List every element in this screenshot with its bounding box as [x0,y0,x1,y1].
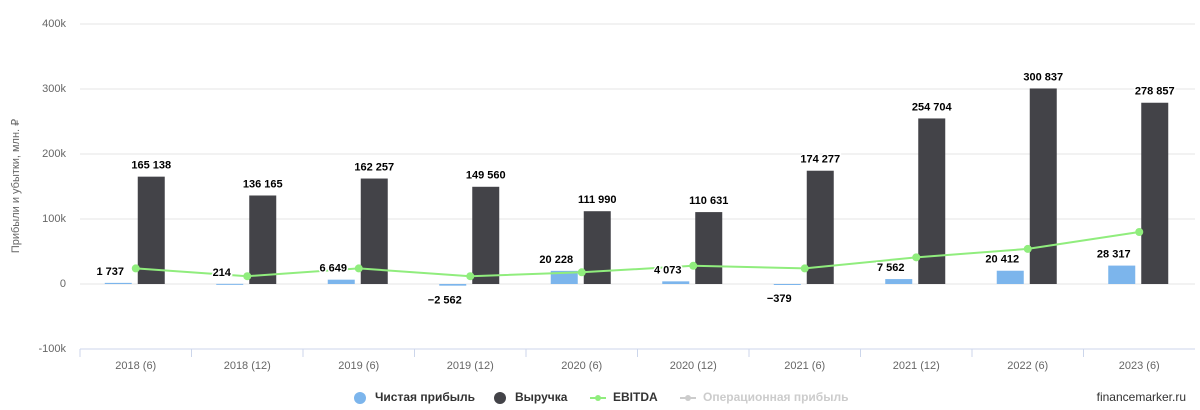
bar-value-label: −379 [767,293,792,305]
bar [360,178,388,284]
y-tick-label: 400k [42,18,66,30]
legend-symbol [685,395,691,401]
bar-value-label: 174 277 [800,154,840,166]
bar-value-label: 28 317 [1097,249,1131,261]
x-tick-label: 2018 (12) [224,360,271,372]
bar [104,282,132,284]
y-tick-label: 300k [42,83,66,95]
legend-label: Операционная прибыль [703,390,848,404]
x-tick-label: 2019 (12) [447,360,494,372]
bar [695,212,723,284]
bar [439,284,467,286]
bar-value-label: 214 [213,267,232,279]
y-tick-label: 200k [42,148,66,160]
bar-value-label: 7 562 [877,262,905,274]
line-point [689,261,698,270]
bar-value-label: 162 257 [354,161,394,173]
bar-value-label: 1 737 [96,266,124,278]
legend-label: Чистая прибыль [375,390,475,404]
bar [662,281,690,284]
x-tick-label: 2023 (6) [1119,360,1160,372]
x-tick-label: 2020 (6) [561,360,602,372]
bar-value-label: 20 228 [539,254,573,266]
legend-label: Выручка [515,390,568,404]
bar [216,283,244,285]
line-point [354,264,363,273]
bar [583,211,611,284]
line [135,231,1140,278]
bar [1108,265,1136,284]
line-point [1135,228,1144,236]
bar-value-label: 20 412 [985,254,1019,266]
line-point [1023,244,1032,253]
bar-value-label: 300 837 [1023,71,1063,83]
watermark: financemarker.ru [1097,390,1186,404]
bar [472,186,500,284]
x-tick-label: 2019 (6) [338,360,379,372]
x-tick-label: 2021 (12) [893,360,940,372]
y-tick-label: 0 [60,278,66,290]
bar-value-label: 111 990 [578,194,617,206]
bar-value-label: 4 073 [654,264,682,276]
bar-value-label: 165 138 [131,160,171,172]
bar [249,195,277,284]
y-tick-label: 100k [42,213,66,225]
legend-symbol [595,395,601,401]
line-point [466,272,475,281]
bar-value-label: −2 562 [428,295,462,307]
line-point [243,272,252,281]
legend-symbol [354,392,366,404]
bar-value-label: 254 704 [912,101,953,113]
bar [918,118,946,284]
bar-value-label: 149 560 [466,170,506,182]
legend-label: EBITDA [613,390,658,404]
bar-value-label: 6 649 [319,263,347,275]
y-axis-label: Прибыли и убытки, млн. ₽ [10,119,22,253]
line-point [800,264,809,273]
line-point [912,253,921,262]
bar [327,279,355,284]
bar-value-label: 110 631 [689,195,728,207]
bar [996,270,1024,284]
bar [1141,102,1169,284]
line-point [131,264,140,273]
bar [137,176,165,284]
legend-symbol [494,392,506,404]
x-tick-label: 2018 (6) [115,360,156,372]
x-tick-label: 2021 (6) [784,360,825,372]
bar [773,284,801,285]
bar-value-label: 136 165 [243,178,283,190]
bar [1029,88,1057,284]
x-tick-label: 2022 (6) [1007,360,1048,372]
bar [885,279,913,284]
y-tick-label: -100k [38,343,66,355]
line-point [577,268,586,277]
bar-value-label: 278 857 [1135,86,1175,98]
x-tick-label: 2020 (12) [670,360,717,372]
